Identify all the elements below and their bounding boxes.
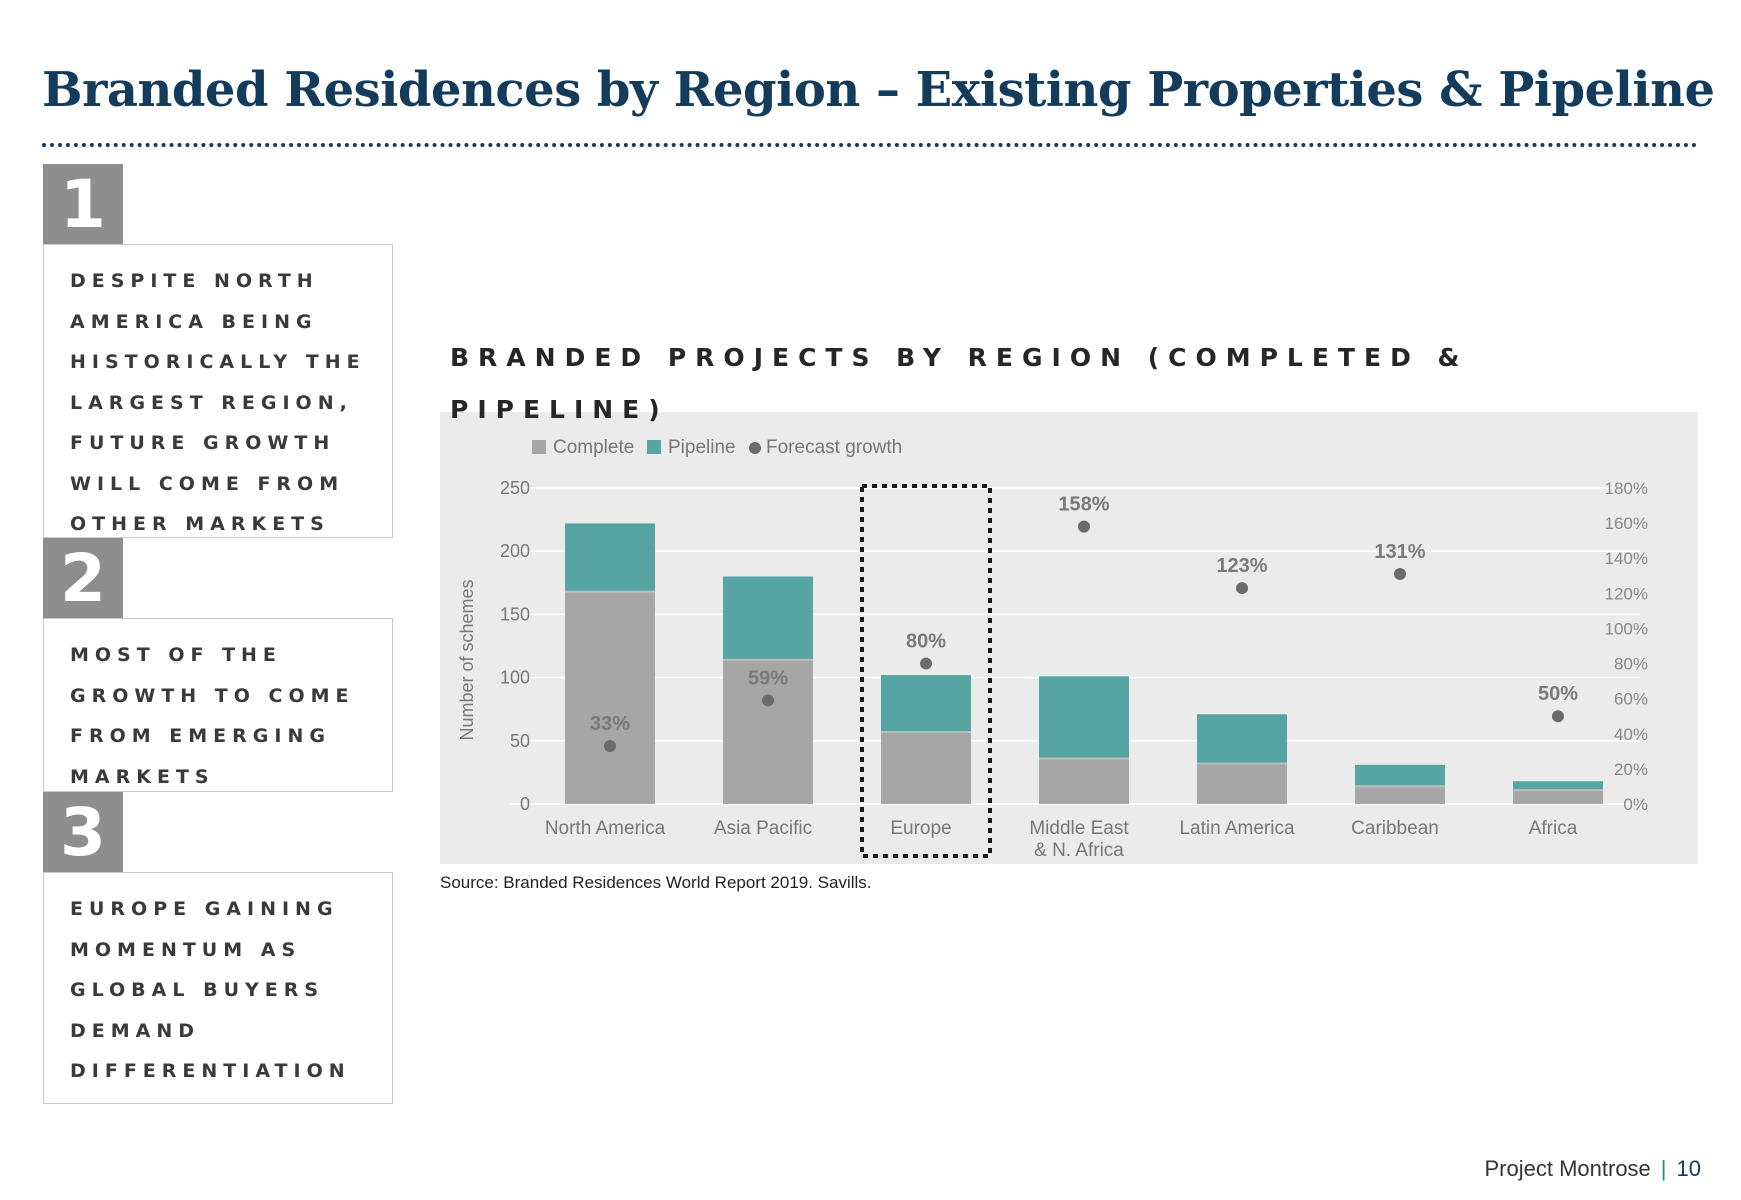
point-1-line: DESPITE NORTH: [70, 270, 319, 292]
point-1-line: WILL COME FROM: [70, 472, 345, 495]
legend-swatch-pipeline: [647, 440, 661, 454]
x-category-label: Caribbean: [1351, 818, 1439, 839]
y-axis-label: Number of schemes: [457, 579, 477, 740]
y-tick-label: 0: [520, 794, 530, 814]
footer-project: Project Montrose: [1484, 1156, 1651, 1181]
forecast-label: 131%: [1374, 541, 1425, 563]
chart-title: BRANDED PROJECTS BY REGION (COMPLETED & …: [450, 332, 1468, 436]
forecast-label: 50%: [1538, 683, 1578, 705]
forecast-label: 123%: [1216, 555, 1267, 577]
stacked-bar-chart: 0 50 100 150 200 250 0% 20% 40% 60% 80% 100% 120% 140…: [457, 437, 1648, 861]
point-1-line: OTHER MARKETS: [70, 513, 330, 535]
y2-tick-label: 20%: [1614, 760, 1648, 779]
x-category-label: Africa: [1529, 818, 1578, 839]
page-number: 10: [1676, 1156, 1701, 1181]
point-2-line: MARKETS: [70, 765, 215, 788]
legend-swatch-complete: [532, 440, 546, 454]
y2-tick-label: 100%: [1605, 619, 1648, 638]
point-1-line: HISTORICALLY THE: [70, 351, 366, 373]
x-category-label: & N. Africa: [1034, 840, 1124, 861]
forecast-label: 59%: [748, 667, 788, 689]
y2-tick-label: 120%: [1605, 584, 1648, 603]
forecast-label: 80%: [906, 631, 946, 653]
bar-complete: [881, 731, 971, 804]
footer: Project Montrose | 10: [1485, 1156, 1702, 1182]
forecast-point: [604, 740, 616, 753]
y2-tick-label: 0%: [1623, 795, 1648, 814]
point-2-box: MOST OF THE GROWTH TO COME FROM EMERGING…: [43, 618, 393, 792]
bar-pipeline: [723, 576, 813, 660]
forecast-point: [1552, 710, 1564, 723]
bar-pipeline: [881, 675, 971, 732]
bar-pipeline: [1197, 714, 1287, 764]
point-2-line: GROWTH TO COME: [70, 684, 355, 707]
y-tick-label: 250: [500, 478, 530, 498]
chart-title-line: BRANDED PROJECTS BY REGION (COMPLETED &: [450, 343, 1469, 372]
point-number-2: 2: [43, 538, 123, 618]
bar-complete: [1355, 786, 1445, 804]
forecast-point: [920, 657, 932, 670]
y2-tick-label: 140%: [1605, 549, 1648, 568]
legend-label-pipeline: Pipeline: [668, 437, 736, 458]
point-1-line: AMERICA BEING: [70, 310, 318, 333]
footer-separator: |: [1660, 1156, 1667, 1181]
chart-title-line: PIPELINE): [450, 395, 669, 424]
forecast-label: 158%: [1058, 494, 1109, 516]
highlight-box: [860, 484, 992, 858]
legend-label-complete: Complete: [553, 437, 634, 458]
bar-complete: [1197, 763, 1287, 804]
point-number-3: 3: [43, 792, 123, 872]
point-2-line: MOST OF THE: [70, 644, 282, 666]
x-category-label: Asia Pacific: [714, 818, 812, 839]
y2-tick-label: 80%: [1614, 655, 1648, 674]
x-category-label: Europe: [890, 818, 951, 839]
point-3-line: MOMENTUM AS: [70, 938, 302, 961]
forecast-point: [1394, 568, 1406, 581]
legend-marker-forecast: [749, 442, 761, 454]
forecast-point: [762, 694, 774, 707]
page-title: Branded Residences by Region – Existing …: [42, 62, 1715, 118]
legend-label-forecast: Forecast growth: [766, 437, 902, 458]
y2-tick-label: 40%: [1614, 725, 1648, 744]
x-category-label: Middle East: [1029, 818, 1129, 839]
title-divider: [42, 143, 1698, 147]
point-number-1: 1: [43, 164, 123, 244]
y-tick-label: 100: [500, 668, 530, 688]
point-2-line: FROM EMERGING: [70, 725, 331, 747]
forecast-label: 33%: [590, 713, 630, 735]
forecast-point: [1236, 582, 1248, 595]
bar-complete: [565, 591, 655, 804]
point-3-box: EUROPE GAINING MOMENTUM AS GLOBAL BUYERS…: [43, 872, 393, 1104]
x-category-label: Latin America: [1179, 818, 1295, 839]
point-1-line: LARGEST REGION,: [70, 391, 353, 414]
point-1-box: DESPITE NORTH AMERICA BEING HISTORICALLY…: [43, 244, 393, 538]
source-note: Source: Branded Residences World Report …: [440, 873, 872, 892]
bar-pipeline: [1039, 676, 1129, 759]
y2-tick-label: 60%: [1614, 690, 1648, 709]
bar-complete: [1039, 758, 1129, 804]
y-tick-label: 50: [510, 731, 530, 751]
point-3-line: GLOBAL BUYERS: [70, 979, 325, 1001]
point-3-line: DEMAND: [70, 1019, 201, 1042]
point-3-line: DIFFERENTIATION: [70, 1060, 351, 1082]
y2-tick-label: 160%: [1605, 514, 1648, 533]
y-tick-label: 150: [500, 604, 530, 624]
bar-pipeline: [565, 523, 655, 592]
bar-complete: [1513, 790, 1603, 804]
bar-pipeline: [1513, 781, 1603, 791]
point-1-line: FUTURE GROWTH: [70, 432, 336, 454]
y2-tick-label: 180%: [1605, 479, 1648, 498]
bar-pipeline: [1355, 764, 1445, 787]
forecast-point: [1078, 520, 1090, 533]
x-category-label: North America: [545, 818, 666, 839]
bar-complete: [723, 659, 813, 804]
y-tick-label: 200: [500, 541, 530, 561]
point-3-line: EUROPE GAINING: [70, 898, 339, 920]
